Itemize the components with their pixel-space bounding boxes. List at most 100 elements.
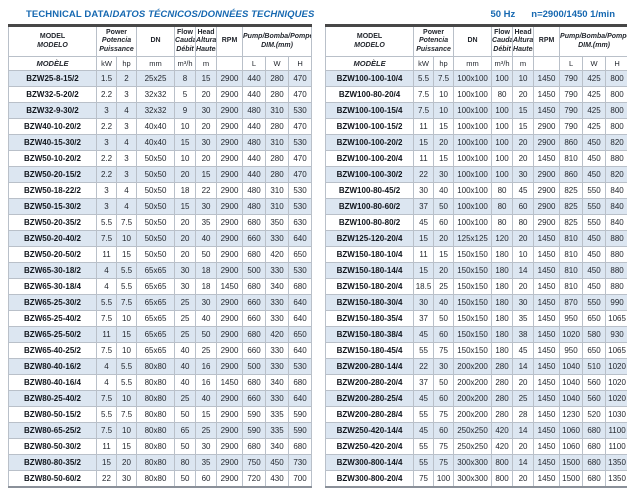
cell-model: BZW100-80-20/4 — [325, 86, 415, 103]
cell-value: 20 — [512, 230, 535, 247]
cell-value: 2900 — [216, 214, 244, 231]
cell-value: 40 — [195, 390, 218, 407]
cell-value: 50x50 — [136, 198, 176, 215]
cell-value: 15 — [174, 134, 197, 151]
cell-model: BZW65-25-50/2 — [8, 326, 97, 343]
table-row: BZW250-420-14/4 45 60 250x250 420 14 1450 1060 6… — [325, 422, 627, 439]
cell-value: 15 — [433, 246, 455, 263]
cell-value: 1350 — [605, 470, 627, 488]
table-row: BZW100-80-45/2 30 40 100x100 80 45 2900 825 550 8… — [325, 182, 627, 199]
cell-value: 2900 — [216, 150, 244, 167]
cell-value: 65x65 — [136, 294, 176, 311]
cell-value: 2900 — [533, 198, 561, 215]
cell-value: 2900 — [533, 166, 561, 183]
cell-value: 440 — [242, 150, 267, 167]
cell-value: 425 — [582, 118, 607, 135]
cell-value: 810 — [559, 246, 584, 263]
cell-value: 15 — [433, 150, 455, 167]
cell-value: 1020 — [605, 374, 627, 391]
table-row: BZW100-100-20/2 15 20 100x100 100 20 2900 860 45… — [325, 134, 627, 151]
cell-value: 40 — [195, 230, 218, 247]
cell-value: 470 — [288, 118, 313, 135]
cell-value: 150x150 — [453, 310, 493, 327]
cell-value: 150x150 — [453, 246, 493, 263]
cell-value: 500 — [242, 262, 267, 279]
col-header-head: HeadAlturaHauteur — [512, 25, 535, 57]
cell-value: 22 — [96, 470, 117, 488]
table-row: BZW50-15-30/2 3 4 50x50 15 30 2900 480 310 530 — [8, 198, 313, 215]
table-row: BZW80-50-30/2 11 15 80x80 50 30 2900 680 340 680 — [8, 438, 313, 455]
table-row: BZW100-100-30/2 22 30 100x100 100 30 2900 860 45… — [325, 166, 627, 183]
table-row: BZW25-8-15/2 1.5 2 25x25 8 15 2900 440 280 470 — [8, 70, 313, 87]
cell-value: 1450 — [533, 438, 561, 455]
cell-value: 28 — [512, 406, 535, 423]
cell-value: 2900 — [216, 70, 244, 87]
cell-value: 590 — [242, 406, 267, 423]
cell-model: BZW100-100-30/2 — [325, 166, 415, 183]
cell-value: 790 — [559, 118, 584, 135]
cell-model: BZW50-10-20/2 — [8, 150, 97, 167]
cell-value: 880 — [605, 150, 627, 167]
col-header-dimensions: Pump/Bomba/Pompe DIM.(mm) — [559, 25, 627, 57]
cell-value: 1065 — [605, 342, 627, 359]
cell-value: 800 — [491, 470, 514, 488]
cell-value: 330 — [265, 390, 290, 407]
cell-value: 810 — [559, 230, 584, 247]
unit-length: L — [559, 56, 584, 71]
cell-value: 1040 — [559, 358, 584, 375]
cell-value: 150x150 — [453, 326, 493, 343]
cell-value: 425 — [582, 102, 607, 119]
table-row: BZW80-40-16/2 4 5.5 80x80 40 16 2900 500 330 530 — [8, 358, 313, 375]
cell-value: 7.5 — [96, 422, 117, 439]
cell-value: 100 — [491, 118, 514, 135]
cell-value: 55 — [413, 438, 435, 455]
cell-value: 16 — [195, 358, 218, 375]
cell-value: 730 — [288, 454, 313, 471]
cell-value: 1350 — [605, 454, 627, 471]
cell-value: 25 — [195, 422, 218, 439]
table-body-right: BZW100-100-10/4 5.5 7.5 100x100 100 10 1450 790… — [325, 70, 627, 488]
cell-value: 450 — [582, 262, 607, 279]
cell-value: 280 — [265, 70, 290, 87]
cell-value: 11 — [96, 326, 117, 343]
cell-value: 420 — [491, 422, 514, 439]
unit-mm: mm — [136, 56, 176, 71]
cell-value: 30 — [195, 134, 218, 151]
cell-value: 660 — [242, 342, 267, 359]
cell-value: 2.2 — [96, 150, 117, 167]
cell-value: 650 — [288, 326, 313, 343]
cell-value: 2 — [115, 70, 138, 87]
cell-value: 790 — [559, 86, 584, 103]
cell-value: 100x100 — [453, 102, 493, 119]
unit-kw: kW — [413, 56, 435, 71]
cell-model: BZW250-420-20/4 — [325, 438, 415, 455]
cell-value: 200x200 — [453, 374, 493, 391]
cell-model: BZW150-180-38/4 — [325, 326, 415, 343]
cell-value: 300x300 — [453, 470, 493, 488]
col-header-power: Power Potencia Puissance — [413, 25, 455, 57]
cell-value: 75 — [413, 470, 435, 488]
cell-value: 280 — [491, 406, 514, 423]
cell-value: 5.5 — [115, 358, 138, 375]
cell-value: 680 — [242, 278, 267, 295]
cell-value: 1450 — [533, 102, 561, 119]
cell-value: 880 — [605, 230, 627, 247]
cell-value: 15 — [174, 198, 197, 215]
col-header-dimensions: Pump/Bomba/Pompe DIM.(mm) — [242, 25, 313, 57]
cell-model: BZW80-25-40/2 — [8, 390, 97, 407]
cell-value: 10 — [115, 230, 138, 247]
cell-value: 335 — [265, 406, 290, 423]
cell-value: 10 — [115, 390, 138, 407]
cell-value: 120 — [491, 230, 514, 247]
cell-model: BZW50-15-30/2 — [8, 198, 97, 215]
cell-value: 20 — [512, 134, 535, 151]
cell-value: 2.2 — [96, 118, 117, 135]
cell-value: 11 — [413, 150, 435, 167]
cell-value: 790 — [559, 102, 584, 119]
cell-value: 20 — [174, 166, 197, 183]
cell-value: 100 — [491, 102, 514, 119]
cell-value: 2900 — [216, 198, 244, 215]
cell-value: 1500 — [559, 454, 584, 471]
cell-value: 30 — [433, 358, 455, 375]
